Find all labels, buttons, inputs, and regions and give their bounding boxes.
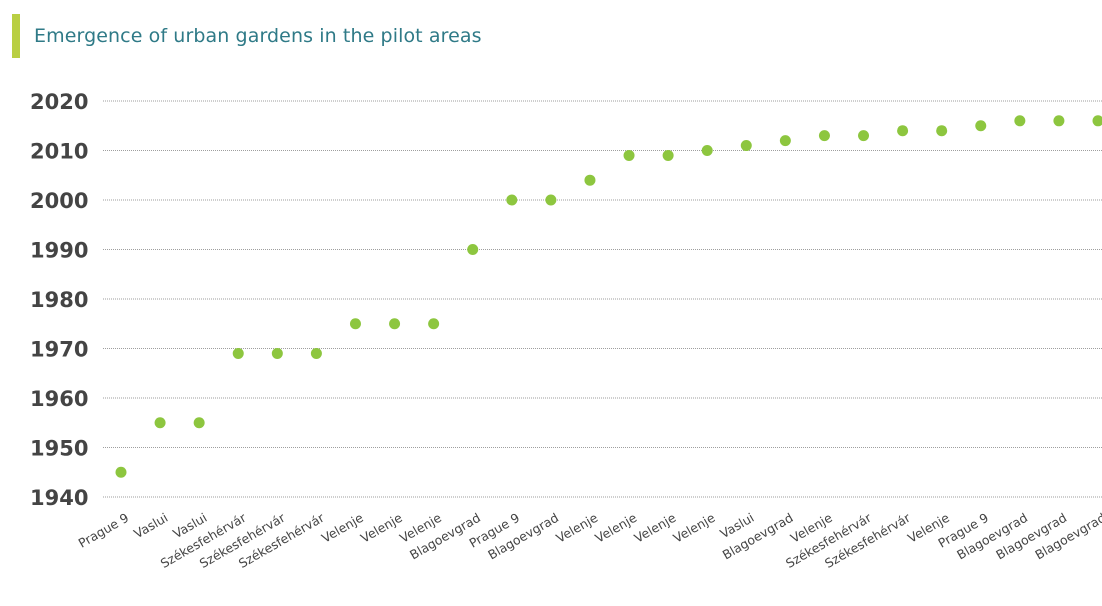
title-accent-bar xyxy=(12,14,20,58)
data-point xyxy=(975,120,987,132)
chart-title: Emergence of urban gardens in the pilot … xyxy=(34,25,482,47)
x-tick-label: Vaslui xyxy=(131,510,170,541)
data-point xyxy=(271,347,283,359)
data-points xyxy=(115,115,1102,478)
chart-header: Emergence of urban gardens in the pilot … xyxy=(0,14,482,58)
data-point xyxy=(740,140,752,152)
y-tick-label: 2010 xyxy=(30,140,88,164)
data-point xyxy=(232,347,244,359)
x-tick-label: Velenje xyxy=(631,510,678,546)
x-tick-label: Prague 9 xyxy=(76,510,132,551)
x-tick-label: Velenje xyxy=(592,510,639,546)
data-point xyxy=(1053,115,1065,127)
y-tick-label: 2000 xyxy=(30,189,88,213)
y-tick-label: 1980 xyxy=(30,288,88,312)
data-point xyxy=(897,125,909,137)
data-point xyxy=(310,347,322,359)
data-point xyxy=(506,194,518,206)
data-point xyxy=(389,318,401,330)
y-tick-label: 1970 xyxy=(30,338,88,362)
data-point xyxy=(858,130,870,142)
y-tick-label: 1940 xyxy=(30,486,88,510)
data-point xyxy=(662,149,674,161)
data-point xyxy=(584,174,596,186)
x-tick-label: Velenje xyxy=(358,510,405,546)
data-point xyxy=(115,466,127,478)
data-point xyxy=(545,194,557,206)
data-point xyxy=(154,417,166,429)
x-tick-label: Velenje xyxy=(319,510,366,546)
data-point xyxy=(818,130,830,142)
y-tick-label: 1950 xyxy=(30,437,88,461)
data-point xyxy=(1014,115,1026,127)
y-tick-label: 2020 xyxy=(30,90,88,114)
data-point xyxy=(701,145,713,156)
y-axis-ticks: 1940 1950 1960 1970 1980 1990 2000 2010 2020 xyxy=(30,90,88,510)
data-point xyxy=(623,149,635,161)
x-axis-ticks: Prague 9 Vaslui VasluiSzékesfehérvárSzékes… xyxy=(76,509,1102,571)
data-point xyxy=(779,135,791,147)
y-tick-label: 1990 xyxy=(30,239,88,263)
x-tick-label: Velenje xyxy=(553,510,600,546)
data-point xyxy=(349,318,361,330)
data-point xyxy=(193,417,205,429)
x-tick-label: Velenje xyxy=(671,510,718,546)
y-tick-label: 1960 xyxy=(30,387,88,411)
data-point xyxy=(1092,115,1102,127)
data-point xyxy=(467,244,479,255)
data-point xyxy=(428,318,440,330)
data-point xyxy=(936,125,948,137)
gridlines xyxy=(103,100,1102,498)
